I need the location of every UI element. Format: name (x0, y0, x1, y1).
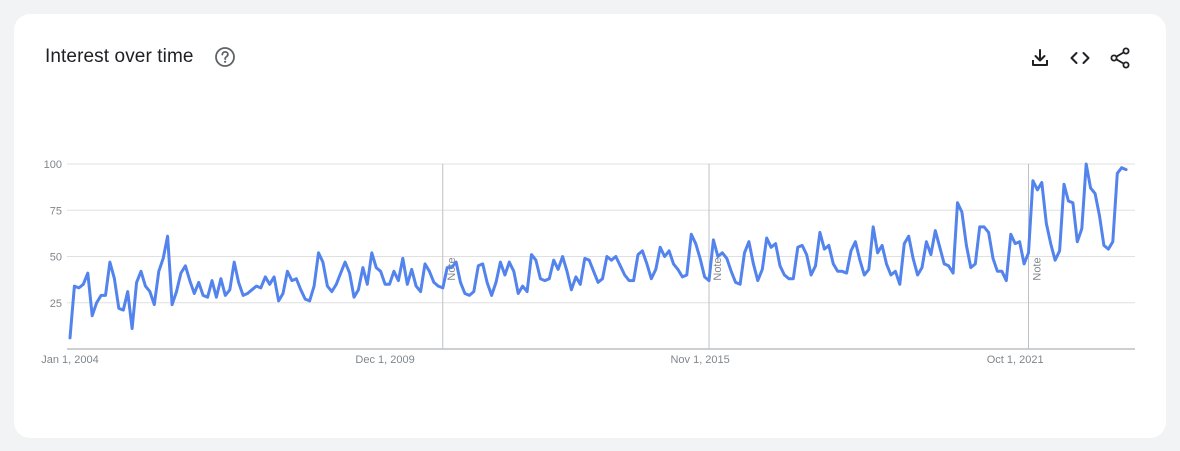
series-layer (68, 162, 1128, 340)
y-axis-ticks: 25 50 75 100 (44, 159, 62, 310)
x-tick-label: Dec 1, 2009 (355, 354, 414, 366)
x-axis-ticks: Jan 1, 2004 Dec 1, 2009 Nov 1, 2015 Oct 1, … (41, 354, 1043, 366)
x-tick-label: Oct 1, 2021 (987, 354, 1044, 366)
help-circle-icon[interactable] (214, 46, 236, 68)
note-label[interactable]: Note (712, 257, 724, 280)
card-title: Interest over time (45, 46, 194, 67)
share-icon[interactable] (1108, 46, 1132, 70)
note-label-group: Note (712, 257, 724, 280)
x-tick-label: Jan 1, 2004 (41, 354, 99, 366)
interest-over-time-card: Interest over time Note Note Note 25 50 75 10… (14, 14, 1166, 438)
note-label[interactable]: Note (1032, 257, 1044, 280)
x-tick-label: Nov 1, 2015 (670, 354, 729, 366)
y-tick-label: 25 (50, 298, 62, 310)
code-embed-icon[interactable] (1068, 46, 1092, 70)
download-icon[interactable] (1028, 46, 1052, 70)
y-tick-label: 50 (50, 252, 62, 264)
note-label-group: Note (1032, 257, 1044, 280)
y-tick-label: 75 (50, 205, 62, 217)
series-line[interactable] (68, 162, 1128, 340)
y-tick-label: 100 (44, 159, 62, 171)
